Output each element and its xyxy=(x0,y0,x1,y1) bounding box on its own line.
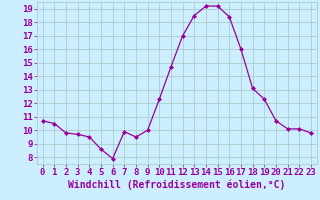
X-axis label: Windchill (Refroidissement éolien,°C): Windchill (Refroidissement éolien,°C) xyxy=(68,180,285,190)
